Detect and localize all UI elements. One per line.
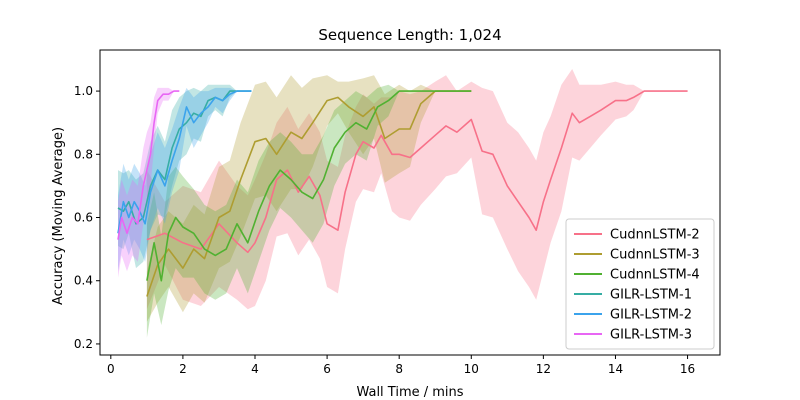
legend-entry: CudnnLSTM-2 <box>610 228 700 243</box>
line-series-5 <box>117 90 180 240</box>
band-series-2 <box>146 84 472 338</box>
line-series-1 <box>146 90 472 297</box>
x-tick-label: 2 <box>179 362 187 376</box>
chart-title: Sequence Length: 1,024 <box>318 26 501 44</box>
x-tick-label: 12 <box>536 362 551 376</box>
band-series-1 <box>146 75 472 322</box>
line-series-4 <box>117 90 252 234</box>
band-series-4 <box>118 87 252 272</box>
plot-frame <box>99 49 721 356</box>
x-tick-label: 0 <box>107 362 115 376</box>
y-tick-label: 0.2 <box>74 337 93 351</box>
legend: CudnnLSTM-2 CudnnLSTM-3 CudnnLSTM-4 GILR-LS… <box>565 218 715 350</box>
x-axis-label: Wall Time / mins <box>356 385 463 400</box>
legend-entry: GILR-LSTM-1 <box>610 288 692 303</box>
y-tick-label: 0.4 <box>74 274 93 288</box>
y-tick-label: 0.6 <box>74 211 93 225</box>
series-lines <box>117 90 688 297</box>
x-axis: 0 2 4 6 8 10 12 14 16 <box>107 355 695 376</box>
legend-box <box>565 218 715 350</box>
x-tick-label: 4 <box>251 362 259 376</box>
x-tick-label: 6 <box>323 362 331 376</box>
y-tick-label: 0.8 <box>74 147 93 161</box>
y-axis: 0.2 0.4 0.6 0.8 1.0 <box>74 84 100 351</box>
y-tick-label: 1.0 <box>74 84 93 98</box>
confidence-bands <box>118 69 688 338</box>
y-axis-label: Accuracy (Moving Average) <box>51 127 66 305</box>
legend-entry: GILR-LSTM-3 <box>610 328 692 343</box>
band-series-5 <box>118 87 180 278</box>
legend-entry: CudnnLSTM-4 <box>610 268 700 283</box>
band-series-0 <box>146 69 688 310</box>
line-series-2 <box>146 90 472 282</box>
x-tick-label: 8 <box>395 362 403 376</box>
band-series-3 <box>118 84 252 269</box>
legend-entry: CudnnLSTM-3 <box>610 248 700 263</box>
legend-entry: GILR-LSTM-2 <box>610 308 692 323</box>
x-tick-label: 16 <box>680 362 695 376</box>
line-series-0 <box>146 90 688 254</box>
x-tick-label: 10 <box>464 362 479 376</box>
x-tick-label: 14 <box>608 362 623 376</box>
